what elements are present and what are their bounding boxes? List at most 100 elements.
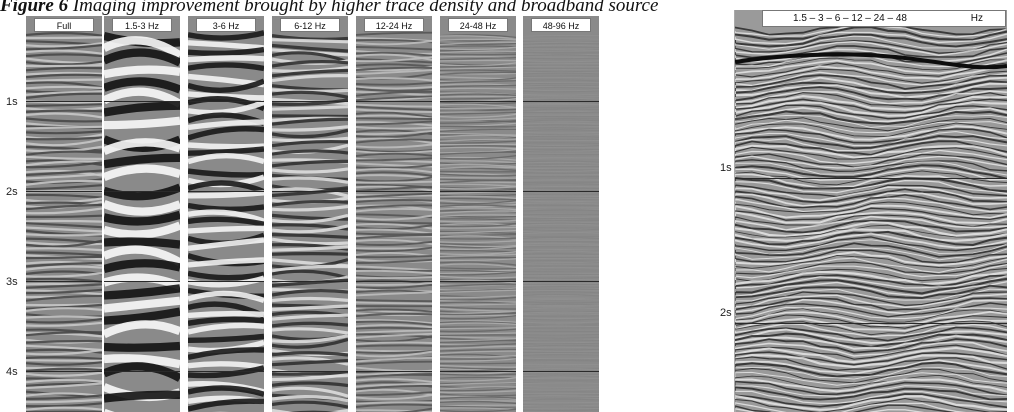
reflector-event <box>523 279 599 282</box>
reflector-event <box>523 110 599 113</box>
reflector-event <box>104 320 180 339</box>
reflector-event <box>440 364 516 368</box>
reflector-event <box>523 97 599 100</box>
reflector-event <box>440 197 516 201</box>
reflector-event <box>272 43 348 53</box>
reflector-event <box>26 371 102 377</box>
reflector-event <box>272 321 348 328</box>
reflector-event <box>26 179 102 186</box>
time-axis-label: 4s <box>6 366 18 378</box>
seismic-traces <box>440 34 516 412</box>
reflector-event <box>188 209 264 224</box>
reflector-event <box>26 85 102 90</box>
reflector-event <box>356 223 432 230</box>
reflector-event <box>26 359 102 362</box>
reflector-event <box>735 297 1007 311</box>
frequency-unit-label: Hz <box>970 13 983 24</box>
reflector-event <box>356 208 432 213</box>
reflector-event <box>735 367 1007 384</box>
reflector-event <box>523 119 599 122</box>
reflector-event <box>26 109 102 113</box>
reflector-event <box>272 51 348 64</box>
reflector-event <box>735 39 1007 54</box>
reflector-event <box>272 224 348 234</box>
reflector-event <box>440 301 516 305</box>
reflector-event <box>188 55 264 63</box>
reflector-event <box>26 71 102 76</box>
reflector-event <box>104 354 180 369</box>
reflector-event <box>26 155 102 160</box>
bandpass-panel: 6-12 Hz <box>272 16 348 412</box>
reflector-event <box>356 176 432 183</box>
reflector-event <box>440 245 516 251</box>
reflector-event <box>735 374 1007 389</box>
reflector-event <box>26 247 102 252</box>
reflector-event <box>735 204 1007 219</box>
reflector-event <box>26 272 102 278</box>
reflector-event <box>440 179 516 184</box>
reflector-event <box>356 401 432 405</box>
reflector-event <box>440 151 516 156</box>
reflector-event <box>440 160 516 164</box>
reflector-event <box>735 41 1007 57</box>
reflector-event <box>356 36 432 42</box>
bandpass-panel: 12-24 Hz <box>356 16 432 412</box>
reflector-event <box>26 226 102 233</box>
reflector-event <box>523 122 599 125</box>
reflector-event <box>272 60 348 68</box>
time-axis-label: 2s <box>6 186 18 198</box>
reflector-event <box>356 63 432 68</box>
reflector-event <box>26 161 102 169</box>
reflector-event <box>272 252 348 256</box>
reflector-event <box>356 143 432 149</box>
reflector-event <box>523 200 599 203</box>
reflector-event <box>440 311 516 315</box>
reflector-event <box>735 393 1007 409</box>
reflector-event <box>440 84 516 88</box>
reflector-event <box>356 31 432 36</box>
reflector-event <box>523 142 599 144</box>
reflector-event <box>735 353 1007 369</box>
reflector-event <box>104 87 180 108</box>
reflector-event <box>440 408 516 412</box>
reflector-event <box>440 332 516 335</box>
reflector-event <box>356 350 432 354</box>
reflector-event <box>440 111 516 115</box>
reflector-event <box>440 145 516 148</box>
bandpass-label: 6-12 Hz <box>280 18 340 32</box>
reflector-event <box>26 130 102 135</box>
reflector-event <box>26 288 102 295</box>
time-gridline <box>188 281 264 282</box>
reflector-event <box>272 117 348 126</box>
reflector-event <box>735 80 1007 95</box>
reflector-event <box>356 51 432 57</box>
reflector-event <box>523 341 599 344</box>
reflector-event <box>440 69 516 72</box>
reflector-event <box>440 146 516 150</box>
reflector-event <box>523 377 599 380</box>
reflector-event <box>356 312 432 318</box>
reflector-event <box>188 146 264 156</box>
reflector-event <box>356 95 432 102</box>
reflector-event <box>356 332 432 339</box>
reflector-event <box>735 192 1007 207</box>
reflector-event <box>26 344 102 352</box>
reflector-event <box>735 144 1007 159</box>
reflector-event <box>523 368 599 370</box>
reflector-event <box>440 108 516 112</box>
reflector-event <box>440 194 516 197</box>
reflector-event <box>523 244 599 247</box>
reflector-event <box>440 237 516 240</box>
reflector-event <box>104 153 180 169</box>
reflector-event <box>735 211 1007 225</box>
reflector-event <box>188 398 264 412</box>
reflector-event <box>356 407 432 412</box>
reflector-event <box>272 139 348 148</box>
reflector-event <box>272 176 348 184</box>
reflector-event <box>523 261 599 264</box>
reflector-event <box>735 114 1007 128</box>
time-gridline <box>26 371 102 372</box>
reflector-event <box>440 240 516 244</box>
reflector-event <box>523 198 599 201</box>
reflector-event <box>523 131 599 134</box>
